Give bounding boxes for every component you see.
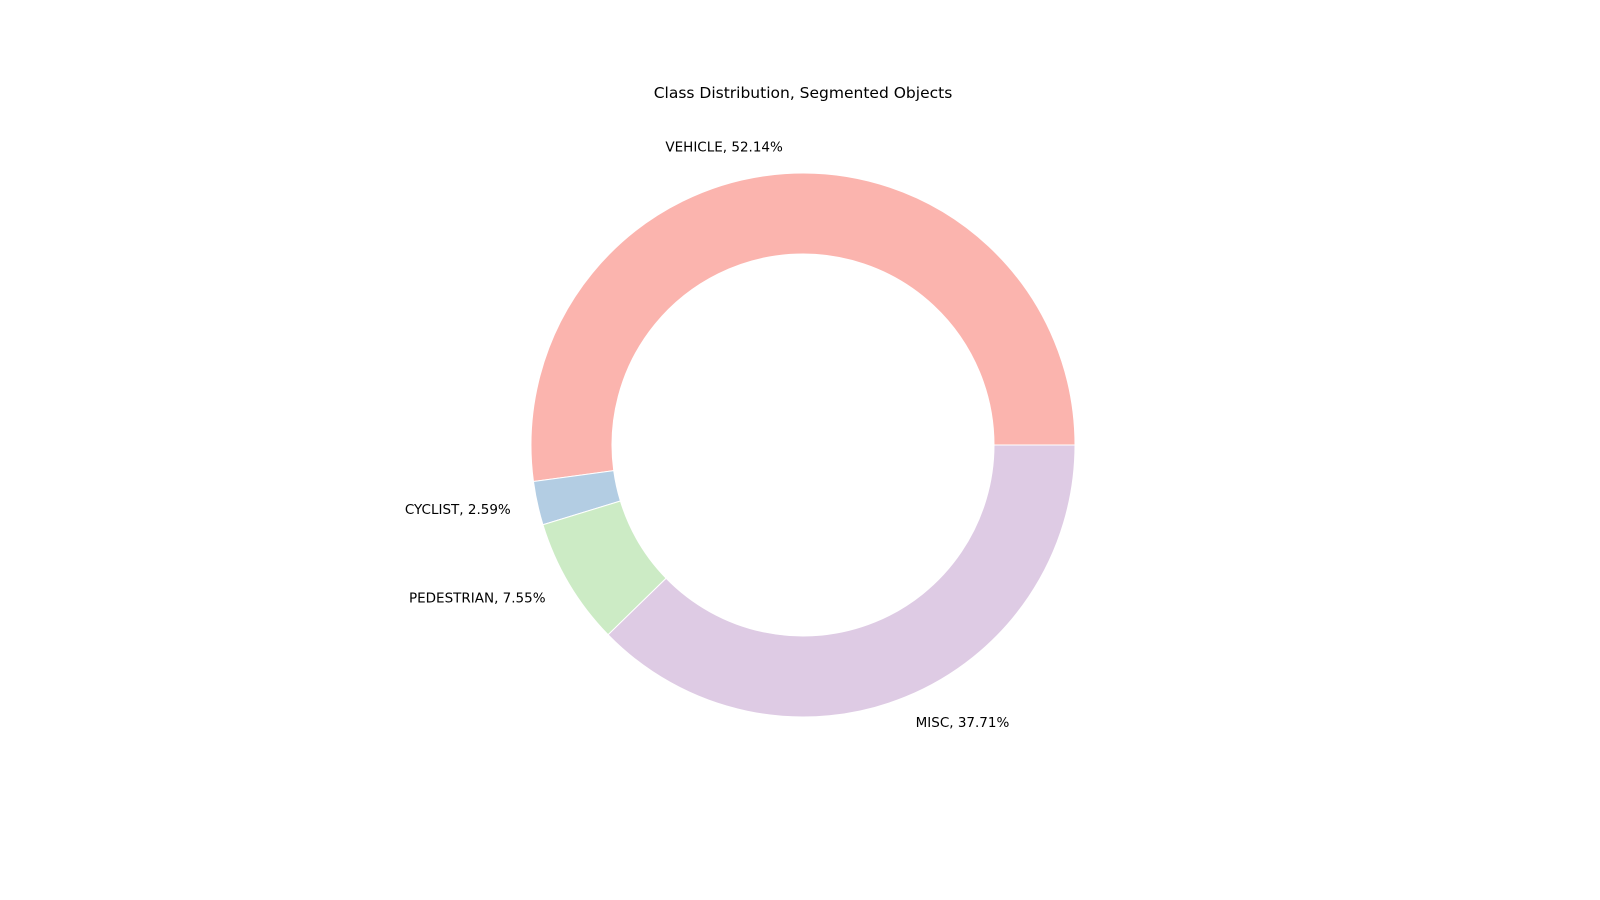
donut-slices [530,172,1076,718]
slice-label-cyclist: CYCLIST, 2.59% [405,502,511,518]
slice-label-pedestrian: PEDESTRIAN, 7.55% [409,590,546,606]
slice-labels: VEHICLE, 52.14% CYCLIST, 2.59% PEDESTRIAN,… [405,139,1010,731]
slice-misc [607,444,1076,718]
chart-title: Class Distribution, Segmented Objects [654,84,953,102]
slice-vehicle [530,172,1076,483]
slice-label-vehicle: VEHICLE, 52.14% [665,139,783,155]
slice-label-misc: MISC, 37.71% [916,715,1010,731]
